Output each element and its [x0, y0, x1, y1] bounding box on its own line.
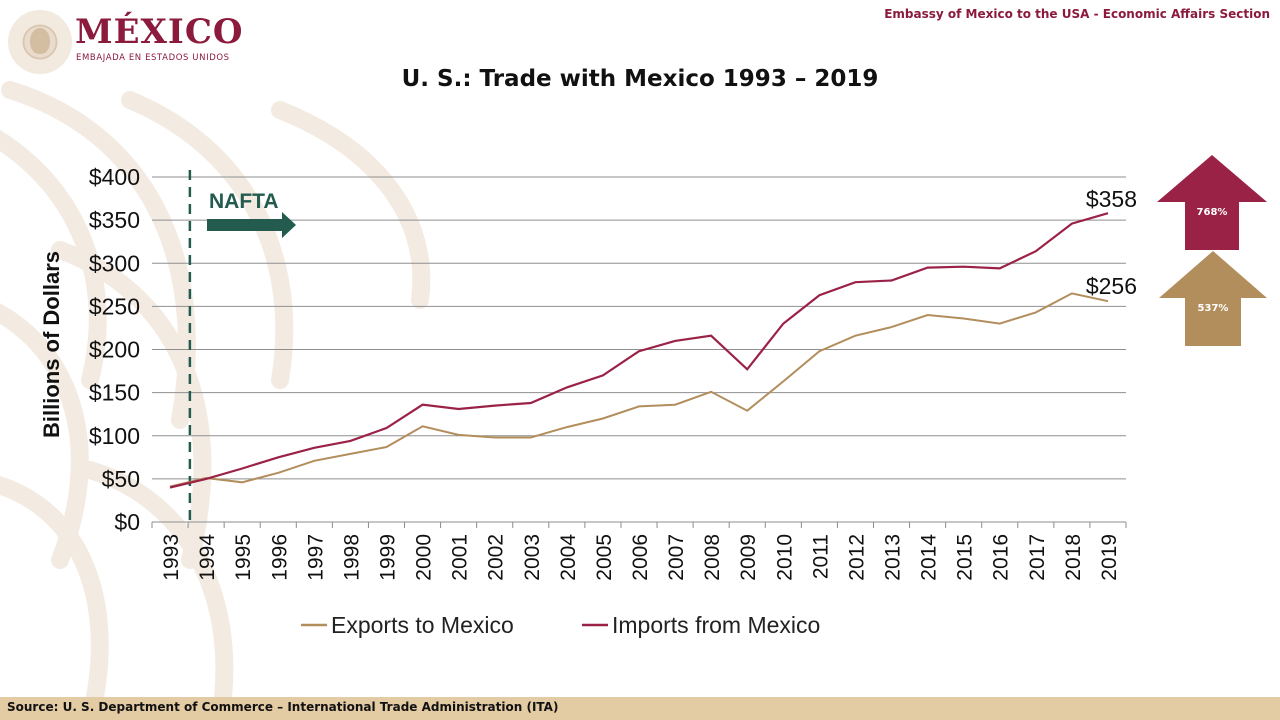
nafta-label: NAFTA — [209, 190, 279, 213]
x-tick-label: 1997 — [304, 534, 327, 581]
source-footer: Source: U. S. Department of Commerce – I… — [0, 697, 1280, 720]
x-tick-label: 1998 — [340, 534, 363, 581]
x-tick-label: 2019 — [1098, 534, 1121, 581]
y-tick-label: $350 — [89, 207, 140, 233]
right-arrow-icon — [207, 212, 296, 238]
y-tick-label: $0 — [114, 509, 140, 535]
source-text: Source: U. S. Department of Commerce – I… — [7, 700, 559, 714]
exports-growth-label: 537% — [1197, 303, 1229, 314]
y-tick-label: $300 — [89, 250, 140, 276]
x-tick-label: 1995 — [232, 534, 255, 581]
x-tick-label: 2012 — [845, 534, 868, 581]
logo-subtitle: EMBAJADA EN ESTADOS UNIDOS — [76, 53, 230, 63]
x-tick-label: 1993 — [160, 534, 183, 581]
series-line-imports-from-mexico — [169, 212, 1109, 489]
section-title: Embassy of Mexico to the USA - Economic … — [884, 7, 1270, 21]
y-axis-label: Billions of Dollars — [39, 251, 64, 438]
x-tick-label: 2017 — [1026, 534, 1049, 581]
x-tick-label: 2018 — [1062, 534, 1085, 581]
logo-title: MÉXICO — [75, 12, 244, 52]
x-tick-label: 2002 — [485, 534, 508, 581]
x-tick-label: 2003 — [521, 534, 544, 581]
up-arrow-icon — [1157, 155, 1267, 250]
x-tick-label: 2001 — [449, 534, 472, 581]
x-tick-label: 2006 — [629, 534, 652, 581]
imports-end-value-label: $358 — [1086, 186, 1137, 212]
y-tick-label: $50 — [102, 466, 140, 492]
x-tick-label: 2004 — [557, 534, 580, 581]
x-tick-label: 1994 — [196, 534, 219, 581]
x-tick-label: 2010 — [773, 534, 796, 581]
x-tick-label: 2011 — [809, 534, 832, 579]
x-tick-label: 2014 — [918, 534, 941, 581]
up-arrow-icon — [1159, 251, 1267, 346]
y-tick-label: $150 — [89, 380, 140, 406]
legend-label: Imports from Mexico — [612, 612, 820, 638]
embassy-logo: MÉXICO EMBAJADA EN ESTADOS UNIDOS — [8, 8, 248, 74]
x-tick-label: 1999 — [376, 534, 399, 581]
y-tick-label: $100 — [89, 423, 140, 449]
x-tick-label: 2016 — [990, 534, 1013, 581]
x-tick-label: 2009 — [737, 534, 760, 581]
chart-title: U. S.: Trade with Mexico 1993 – 2019 — [401, 66, 879, 92]
x-tick-label: 2007 — [665, 534, 688, 581]
imports-growth-badge: 768% — [1157, 155, 1267, 250]
exports-end-value-label: $256 — [1086, 273, 1137, 299]
y-tick-label: $250 — [89, 293, 140, 319]
x-tick-label: 2013 — [882, 534, 905, 581]
x-tick-label: 2008 — [701, 534, 724, 581]
x-tick-label: 2005 — [593, 534, 616, 581]
y-tick-label: $400 — [89, 164, 140, 190]
x-tick-label: 2000 — [413, 534, 436, 581]
x-tick-label: 1996 — [268, 534, 291, 581]
mexico-seal-icon — [8, 10, 72, 74]
exports-growth-badge: 537% — [1159, 251, 1267, 346]
y-tick-label: $200 — [89, 337, 140, 363]
legend-label: Exports to Mexico — [331, 612, 514, 638]
x-tick-label: 2015 — [954, 534, 977, 581]
imports-growth-label: 768% — [1196, 207, 1228, 218]
series-line-exports-to-mexico — [169, 292, 1109, 488]
